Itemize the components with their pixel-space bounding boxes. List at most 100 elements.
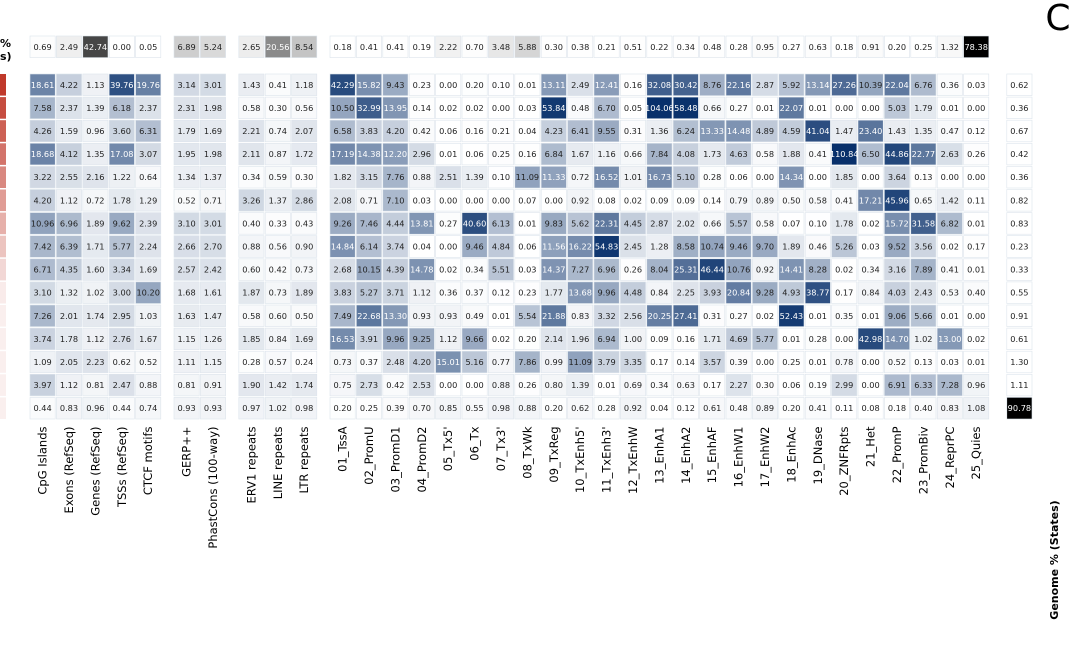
cell-value: 12.41 — [595, 80, 618, 90]
heatmap-cell — [778, 350, 805, 374]
heatmap-cell — [135, 119, 162, 143]
heatmap-cell — [620, 212, 646, 235]
cell-value: 0.37 — [360, 357, 378, 367]
column-label: 24_ReprPC — [943, 427, 957, 489]
cell-value: 0.10 — [492, 172, 510, 182]
genome-percent-state-cell — [1006, 397, 1033, 420]
cell-value: 0.92 — [624, 403, 642, 413]
cell-value: 0.01 — [809, 357, 827, 367]
cell-value: 4.69 — [729, 334, 747, 344]
heatmap-cell — [82, 258, 109, 281]
heatmap-cell — [356, 189, 382, 212]
heatmap-cell — [514, 212, 541, 235]
cell-value: 0.20 — [782, 403, 800, 413]
heatmap-cell — [936, 258, 963, 281]
heatmap-cell — [291, 327, 318, 351]
heatmap-cell — [804, 327, 831, 351]
column-label: 13_EnhA1 — [652, 427, 666, 484]
genome-percent-feature-cell — [620, 35, 646, 58]
cell-value: 0.14 — [413, 103, 431, 113]
cell-value: 0.02 — [835, 265, 853, 275]
heatmap-cell — [752, 73, 778, 96]
cell-value: 1.30 — [1010, 357, 1028, 367]
heatmap-cell — [135, 212, 162, 235]
cell-value: 0.98 — [492, 403, 510, 413]
cell-value: 0.01 — [756, 103, 774, 113]
cell-value: 1.15 — [204, 357, 222, 367]
cell-value: 1.36 — [650, 126, 668, 136]
heatmap-cell — [620, 350, 646, 374]
heatmap-cell — [646, 304, 673, 327]
heatmap-cell — [804, 281, 831, 304]
heatmap-cell — [620, 235, 646, 258]
cell-value: 0.00 — [967, 172, 985, 182]
heatmap-cell — [435, 235, 462, 258]
heatmap-cell — [672, 397, 699, 420]
cell-value: 0.20 — [465, 80, 483, 90]
cell-value: 13.68 — [568, 288, 591, 298]
heatmap-cell — [108, 327, 135, 351]
cell-value: 1.08 — [967, 403, 985, 413]
heatmap-cell — [291, 258, 318, 281]
heatmap-cell — [56, 258, 82, 281]
cell-value: 9.55 — [597, 126, 615, 136]
heatmap-cell — [672, 235, 699, 258]
heatmap-cell — [752, 96, 778, 119]
right-axis-label: Genome % (States) — [1048, 500, 1061, 619]
heatmap-cell — [200, 397, 226, 420]
heatmap-cell — [108, 397, 135, 420]
heatmap-cell — [238, 373, 265, 397]
cell-value: 25.31 — [674, 265, 697, 275]
cell-value: 2.21 — [242, 126, 260, 136]
heatmap-cell — [910, 350, 937, 374]
cell-value: 22.16 — [727, 80, 750, 90]
cell-value: 2.66 — [177, 242, 195, 252]
cell-value: 3.10 — [177, 218, 195, 228]
heatmap-cell — [108, 373, 135, 397]
heatmap-cell — [408, 258, 435, 281]
heatmap-cell — [725, 73, 752, 96]
cell-value: 1.12 — [86, 334, 104, 344]
genome-percent-feature-cell — [173, 35, 200, 58]
cell-value: 2.23 — [86, 357, 104, 367]
cell-value: 5.51 — [492, 265, 510, 275]
cell-value: 3.26 — [242, 195, 260, 205]
heatmap-cell — [752, 189, 778, 212]
heatmap-cell — [857, 304, 884, 327]
genome-percent-feature-cell — [593, 35, 620, 58]
cell-value: 1.11 — [1010, 380, 1028, 390]
heatmap-cell — [567, 304, 594, 327]
cell-value: 3.14 — [177, 80, 195, 90]
row-state-color-tick — [0, 235, 6, 258]
heatmap-cell — [291, 212, 318, 235]
heatmap-cell — [778, 327, 805, 351]
cell-value: 0.64 — [139, 172, 157, 182]
column-label: 10_TxEnh5' — [573, 427, 587, 494]
heatmap-cell — [857, 212, 884, 235]
cell-value: 0.07 — [782, 218, 800, 228]
cell-value: 0.00 — [861, 380, 879, 390]
cell-value: 4.26 — [33, 126, 51, 136]
cell-value: 0.66 — [703, 218, 721, 228]
cell-value: 2.87 — [756, 80, 774, 90]
genome-percent-feature-cell — [725, 35, 752, 58]
cell-value: 0.05 — [624, 103, 642, 113]
cell-value: 53.84 — [542, 103, 565, 113]
cell-value: 4.22 — [60, 80, 78, 90]
genome-percent-state-cell — [1006, 189, 1033, 212]
heatmap-cell — [752, 373, 778, 397]
cell-value: 0.58 — [756, 149, 774, 159]
genome-percent-state-cell — [1006, 327, 1033, 351]
cell-value: 0.66 — [624, 149, 642, 159]
cell-value: 0.58 — [242, 311, 260, 321]
heatmap-cell — [329, 143, 356, 166]
cell-value: 32.99 — [357, 103, 380, 113]
heatmap-cell — [382, 212, 409, 235]
cell-value: 17.19 — [331, 149, 354, 159]
cell-value: 4.12 — [60, 149, 78, 159]
cell-value: 2.42 — [204, 265, 222, 275]
cell-value: 0.16 — [465, 126, 483, 136]
heatmap-cell — [135, 327, 162, 351]
heatmap-cell — [135, 304, 162, 327]
heatmap-cell — [804, 235, 831, 258]
